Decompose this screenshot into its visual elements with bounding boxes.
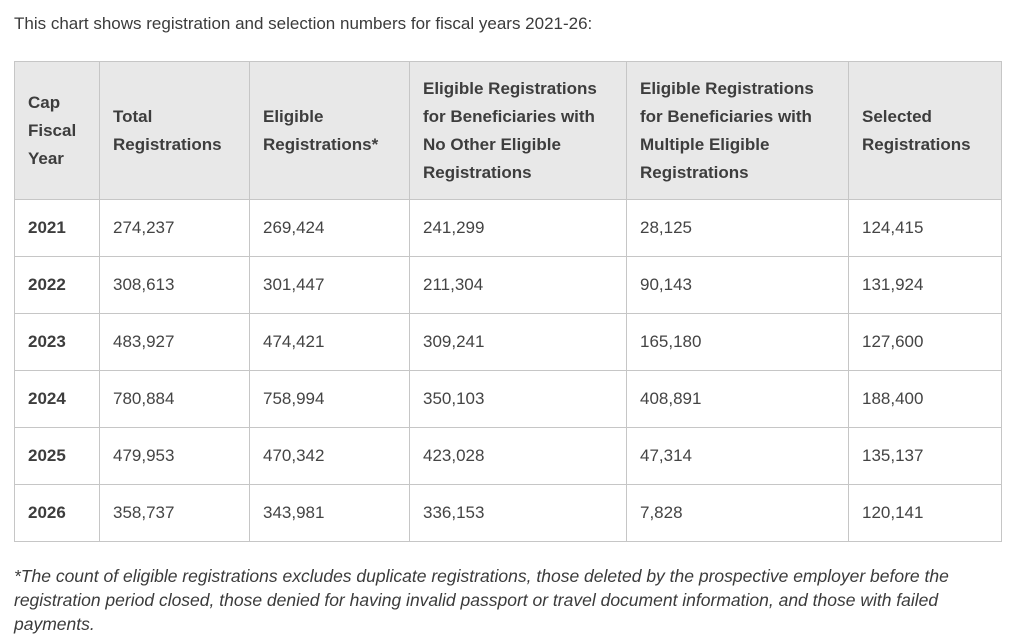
registrations-table: Cap Fiscal Year Total Registrations Eligib… bbox=[14, 61, 1002, 543]
column-header: Total Registrations bbox=[99, 61, 250, 201]
header-row: Cap Fiscal Year Total Registrations Eligib… bbox=[14, 61, 1002, 201]
value-cell: 135,137 bbox=[848, 427, 1002, 486]
value-cell: 350,103 bbox=[409, 370, 627, 429]
value-cell: 470,342 bbox=[249, 427, 410, 486]
value-cell: 28,125 bbox=[626, 199, 849, 258]
table-body: 2021 274,237 269,424 241,299 28,125 124,415 20… bbox=[14, 199, 1002, 543]
value-cell: 90,143 bbox=[626, 256, 849, 315]
value-cell: 131,924 bbox=[848, 256, 1002, 315]
value-cell: 336,153 bbox=[409, 484, 627, 543]
table-row: 2024 780,884 758,994 350,103 408,891 188,400 bbox=[14, 370, 1002, 429]
value-cell: 269,424 bbox=[249, 199, 410, 258]
value-cell: 479,953 bbox=[99, 427, 250, 486]
year-cell: 2025 bbox=[14, 427, 100, 486]
value-cell: 124,415 bbox=[848, 199, 1002, 258]
value-cell: 343,981 bbox=[249, 484, 410, 543]
value-cell: 780,884 bbox=[99, 370, 250, 429]
column-header: Selected Registrations bbox=[848, 61, 1002, 201]
year-cell: 2026 bbox=[14, 484, 100, 543]
value-cell: 120,141 bbox=[848, 484, 1002, 543]
table-row: 2025 479,953 470,342 423,028 47,314 135,137 bbox=[14, 427, 1002, 486]
value-cell: 127,600 bbox=[848, 313, 1002, 372]
year-cell: 2023 bbox=[14, 313, 100, 372]
value-cell: 309,241 bbox=[409, 313, 627, 372]
column-header: Eligible Registrations* bbox=[249, 61, 410, 201]
column-header: Eligible Registrations for Beneficiaries… bbox=[409, 61, 627, 201]
column-header: Cap Fiscal Year bbox=[14, 61, 100, 201]
value-cell: 758,994 bbox=[249, 370, 410, 429]
table-row: 2026 358,737 343,981 336,153 7,828 120,141 bbox=[14, 484, 1002, 543]
table-row: 2021 274,237 269,424 241,299 28,125 124,415 bbox=[14, 199, 1002, 258]
value-cell: 358,737 bbox=[99, 484, 250, 543]
value-cell: 474,421 bbox=[249, 313, 410, 372]
value-cell: 165,180 bbox=[626, 313, 849, 372]
eligible-registrations-footnote: *The count of eligible registrations exc… bbox=[14, 566, 949, 635]
table-row: 2023 483,927 474,421 309,241 165,180 127,600 bbox=[14, 313, 1002, 372]
value-cell: 483,927 bbox=[99, 313, 250, 372]
table-caption: This chart shows registration and select… bbox=[14, 14, 593, 33]
value-cell: 274,237 bbox=[99, 199, 250, 258]
column-header: Eligible Registrations for Beneficiaries… bbox=[626, 61, 849, 201]
value-cell: 423,028 bbox=[409, 427, 627, 486]
year-cell: 2024 bbox=[14, 370, 100, 429]
year-cell: 2021 bbox=[14, 199, 100, 258]
value-cell: 408,891 bbox=[626, 370, 849, 429]
value-cell: 308,613 bbox=[99, 256, 250, 315]
value-cell: 188,400 bbox=[848, 370, 1002, 429]
value-cell: 211,304 bbox=[409, 256, 627, 315]
value-cell: 301,447 bbox=[249, 256, 410, 315]
table-row: 2022 308,613 301,447 211,304 90,143 131,924 bbox=[14, 256, 1002, 315]
year-cell: 2022 bbox=[14, 256, 100, 315]
value-cell: 47,314 bbox=[626, 427, 849, 486]
value-cell: 7,828 bbox=[626, 484, 849, 543]
value-cell: 241,299 bbox=[409, 199, 627, 258]
